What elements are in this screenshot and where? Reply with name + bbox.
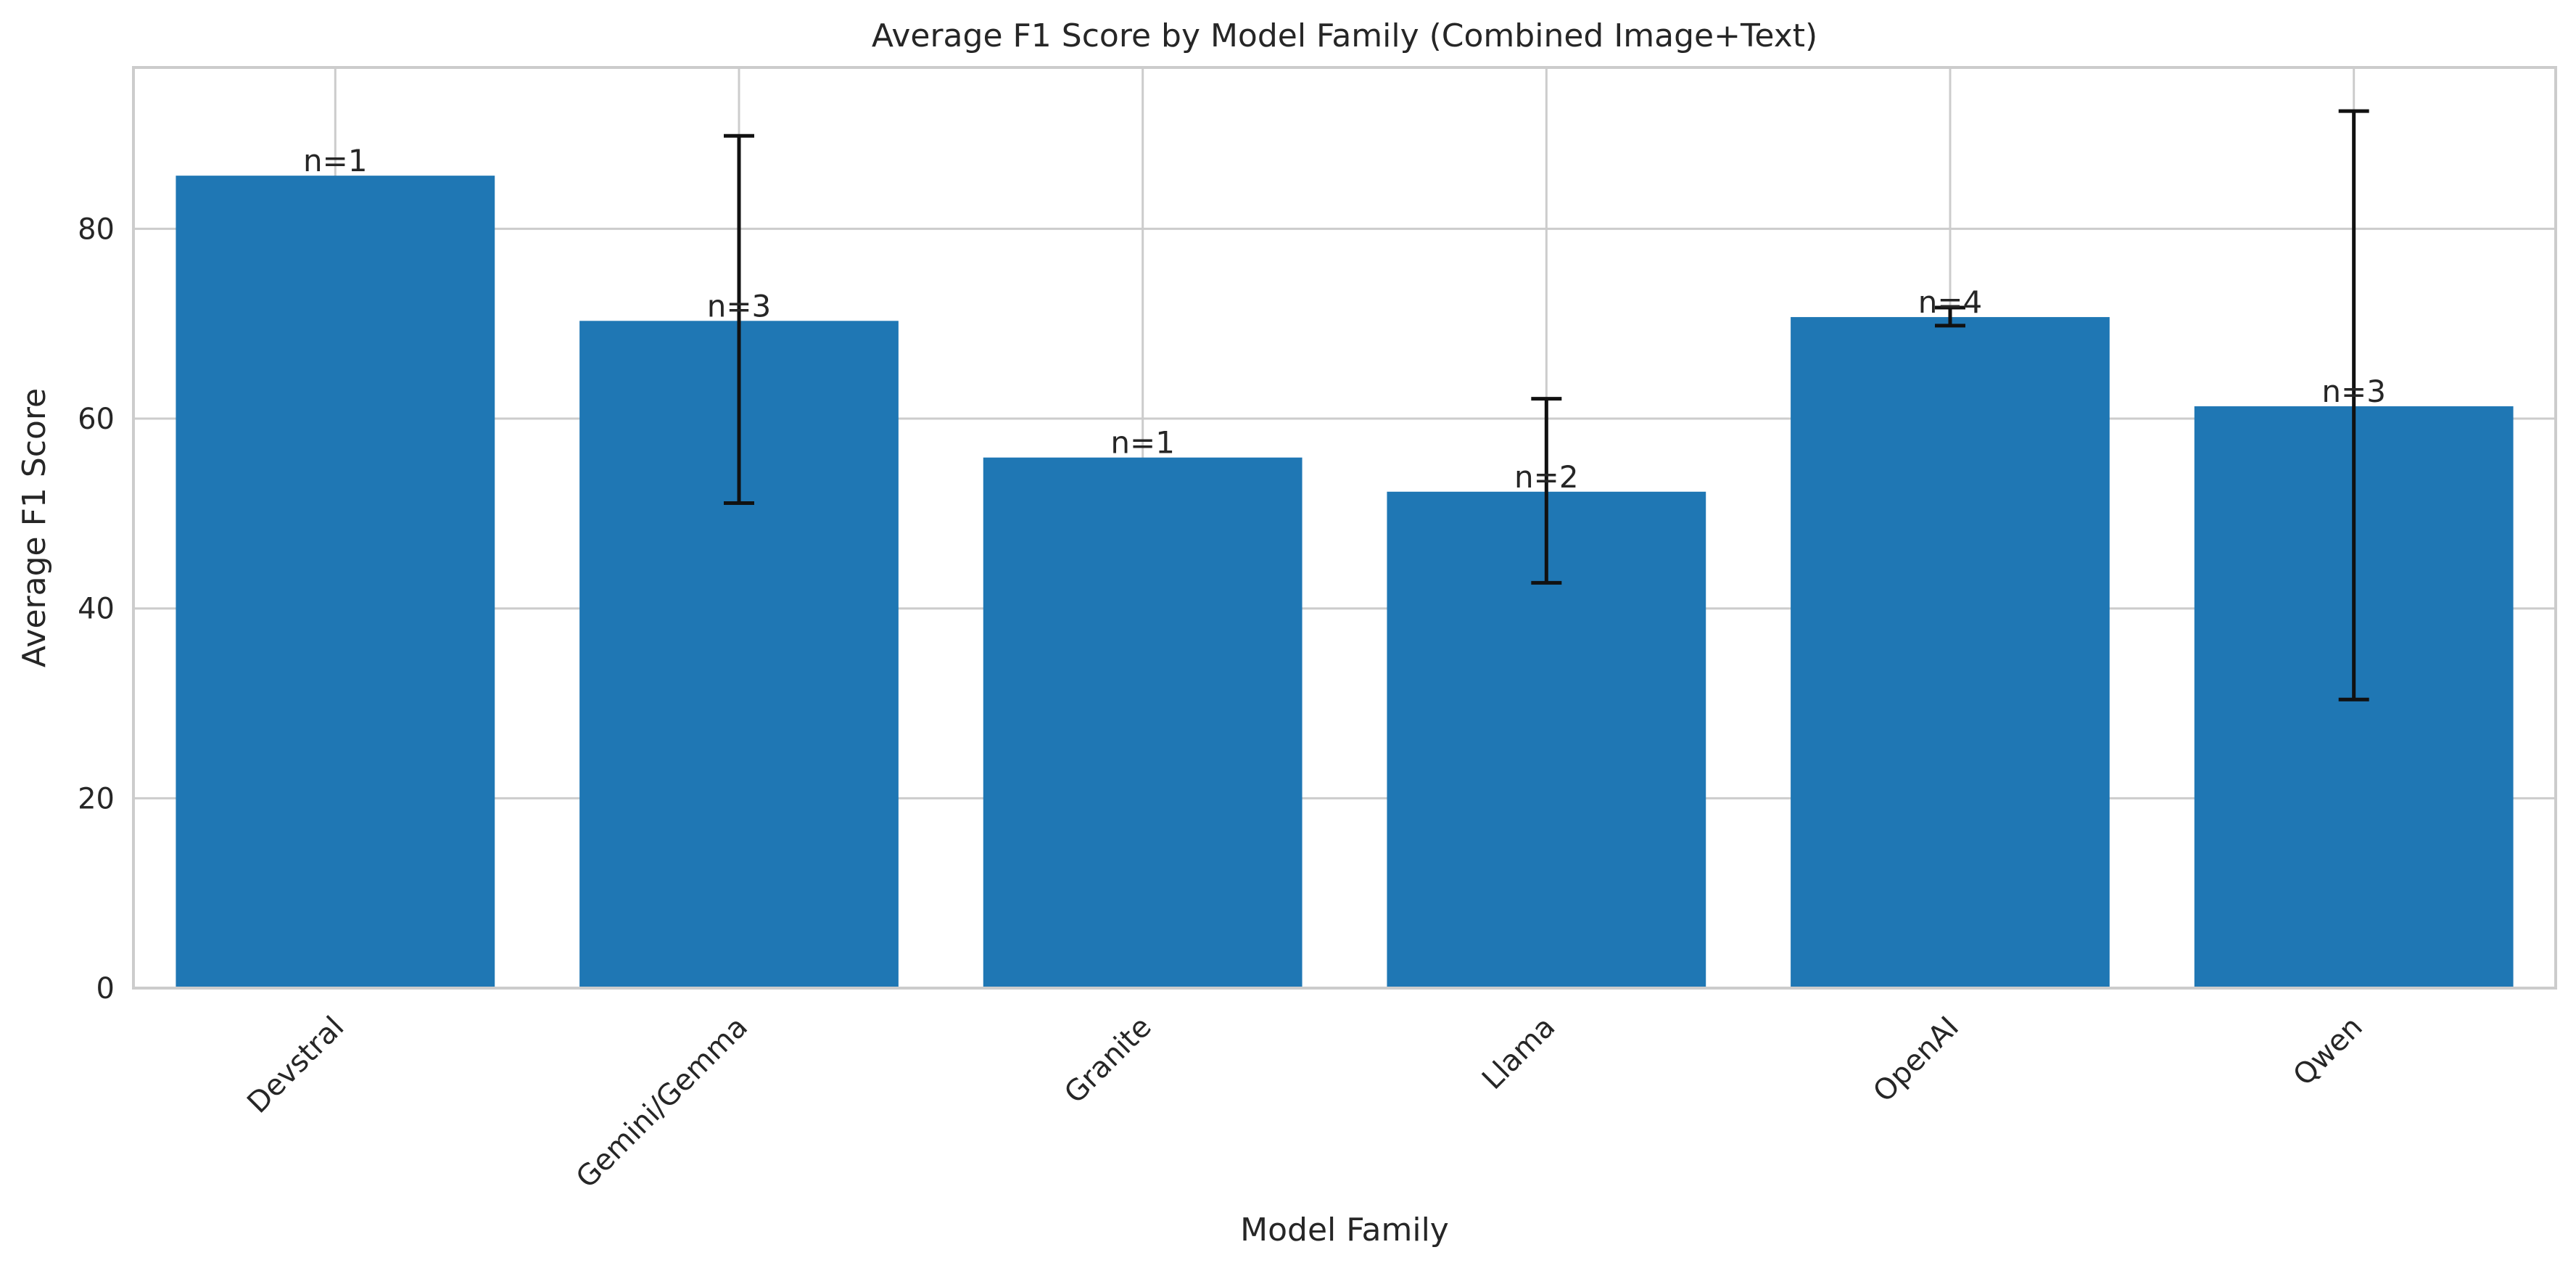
- plot-frame: [132, 66, 2557, 990]
- data-label: n=4: [1918, 284, 1983, 320]
- bar: [1791, 317, 2110, 988]
- y-tick-label: 20: [78, 782, 115, 815]
- bar: [983, 457, 1303, 988]
- chart-title: Average F1 Score by Model Family (Combin…: [872, 17, 1817, 54]
- data-label: n=3: [707, 288, 772, 324]
- bar: [176, 176, 495, 988]
- y-tick-label: 80: [78, 213, 115, 246]
- y-tick-labels: 0 20 40 60 80: [78, 213, 115, 1005]
- data-label: n=3: [2321, 374, 2386, 409]
- data-label: n=1: [1110, 425, 1175, 461]
- data-label: n=2: [1514, 459, 1579, 495]
- data-label: n=1: [303, 143, 368, 178]
- y-tick-label: 0: [96, 972, 115, 1005]
- y-tick-label: 40: [78, 593, 115, 626]
- x-axis-label: Model Family: [1240, 1212, 1449, 1249]
- y-tick-label: 60: [78, 403, 115, 436]
- error-bars: [724, 109, 2369, 702]
- data-labels: n=1 n=3 n=1 n=2 n=4 n=3: [303, 143, 2386, 495]
- y-axis-label: Average F1 Score: [16, 388, 53, 667]
